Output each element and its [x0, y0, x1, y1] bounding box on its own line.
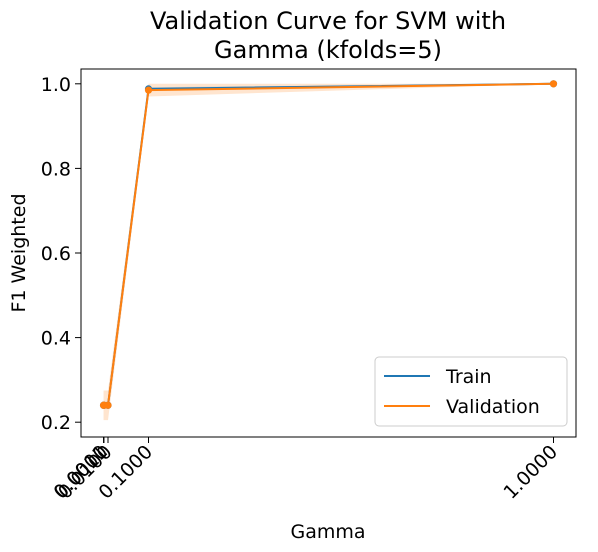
y-tick-label: 1.0	[41, 74, 71, 96]
x-axis-label: Gamma	[290, 521, 365, 543]
legend-label-validation: Validation	[446, 396, 540, 418]
data-point-validation	[549, 80, 558, 88]
x-tick-label: 1.0000	[499, 441, 562, 504]
y-axis-ticks: 0.2 0.4 0.6 0.8 1.0	[41, 74, 81, 434]
y-tick-label: 0.8	[41, 158, 71, 180]
y-axis-label: F1 Weighted	[8, 193, 30, 312]
y-tick-label: 0.4	[41, 328, 71, 350]
y-tick-label: 0.2	[41, 412, 71, 434]
chart-title-line-1: Validation Curve for SVM with	[150, 7, 506, 35]
data-point-validation	[104, 401, 112, 409]
y-tick-label: 0.6	[41, 243, 71, 265]
legend: Train Validation	[374, 356, 568, 427]
legend-box	[374, 356, 568, 427]
chart-title-line-2: Gamma (kfolds=5)	[214, 36, 442, 64]
series-points	[99, 80, 558, 409]
legend-label-train: Train	[445, 366, 492, 388]
data-point-validation	[144, 86, 153, 94]
